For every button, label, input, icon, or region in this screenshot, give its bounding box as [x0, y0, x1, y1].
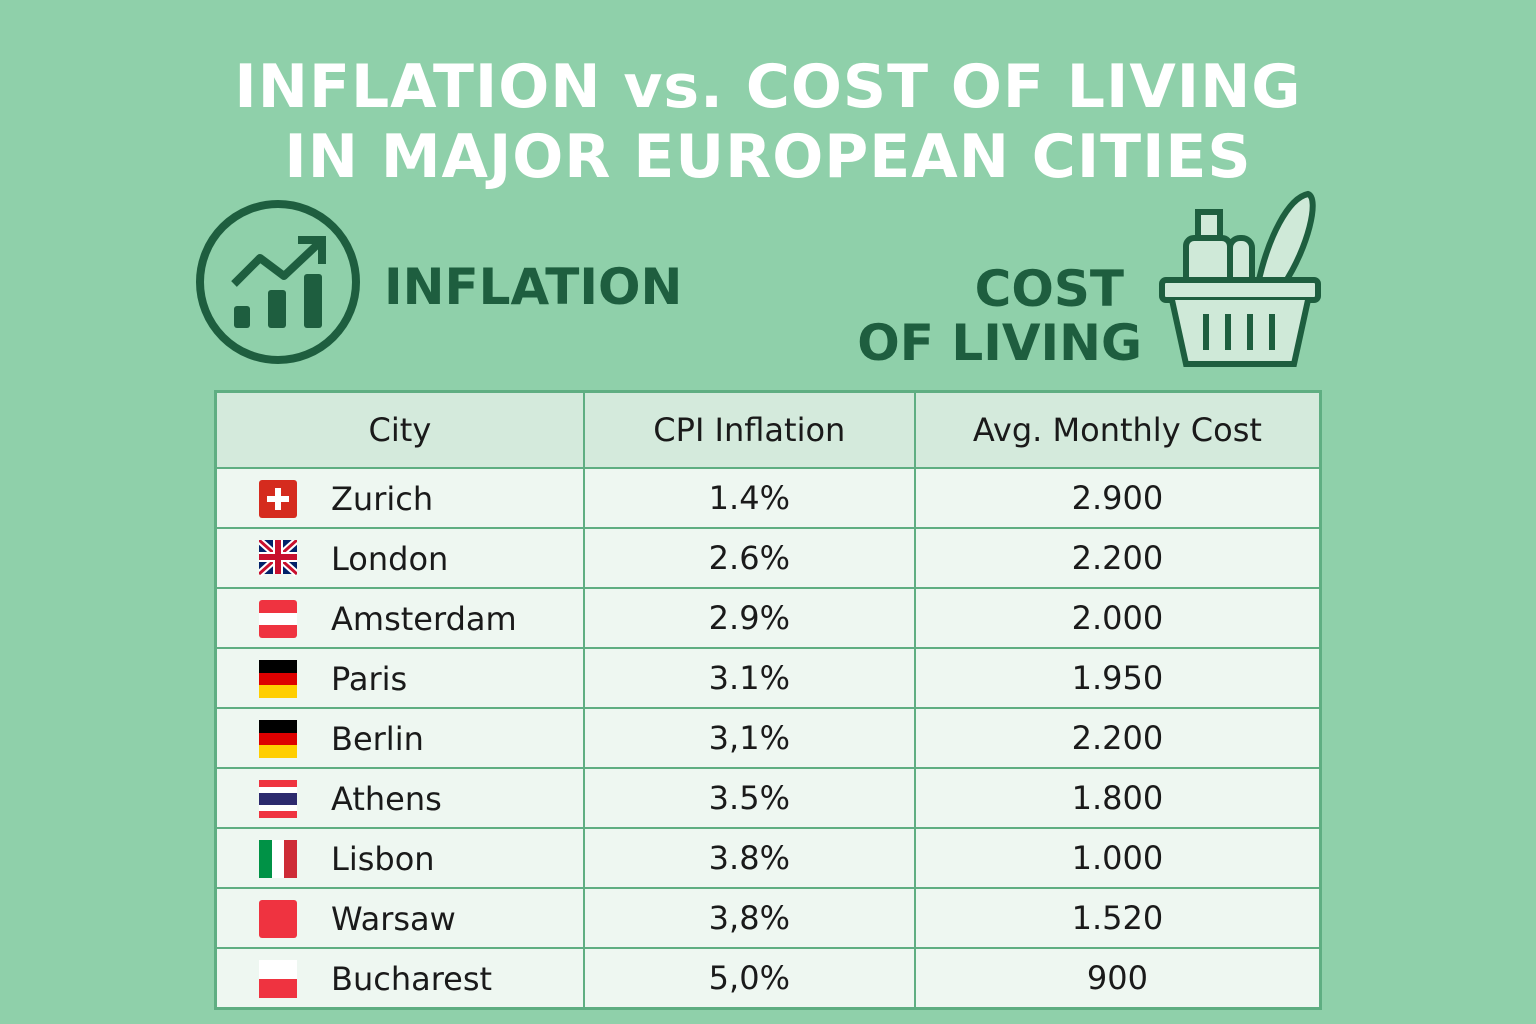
- city-cell: Athens: [214, 767, 585, 829]
- city-name: Paris: [331, 660, 408, 698]
- column-header: City: [214, 390, 585, 469]
- flag-icon: [259, 780, 297, 818]
- value-cell: 1.000: [913, 827, 1322, 889]
- title-line: INFLATION vs. COST OF LIVING: [234, 52, 1302, 122]
- value-cell: 2.200: [913, 707, 1322, 769]
- table-row: Warsaw 3,8% 1.520: [214, 887, 1322, 949]
- title-line: IN MAJOR EUROPEAN CITIES: [284, 122, 1252, 192]
- value-cell: 3.1%: [582, 647, 916, 709]
- city-name: Lisbon: [331, 840, 435, 878]
- table-row: Lisbon 3.8% 1.000: [214, 827, 1322, 889]
- cost-label-line: COST: [974, 260, 1124, 318]
- value-cell: 3,8%: [582, 887, 916, 949]
- city-cell: Bucharest: [214, 947, 585, 1010]
- city-name: London: [331, 540, 449, 578]
- table-row: Zurich 1.4% 2.900: [214, 467, 1322, 529]
- basket-icon: [1159, 190, 1321, 367]
- data-table: City CPI Inflation Avg. Monthly Cost Zur…: [214, 390, 1322, 1010]
- header-row: City CPI Inflation Avg. Monthly Cost: [214, 390, 1322, 469]
- flag-icon: [259, 720, 297, 758]
- city-cell: Paris: [214, 647, 585, 709]
- city-cell: Berlin: [214, 707, 585, 769]
- value-cell: 1.4%: [582, 467, 916, 529]
- flag-icon: [259, 960, 297, 998]
- value-cell: 1.800: [913, 767, 1322, 829]
- table-row: Amsterdam 2.9% 2.000: [214, 587, 1322, 649]
- value-cell: 2.000: [913, 587, 1322, 649]
- value-cell: 1.520: [913, 887, 1322, 949]
- city-cell: London: [214, 527, 585, 589]
- value-cell: 2.9%: [582, 587, 916, 649]
- table-row: Bucharest 5,0% 900: [214, 947, 1322, 1010]
- city-cell: Warsaw: [214, 887, 585, 949]
- city-name: Zurich: [331, 480, 434, 518]
- value-cell: 900: [913, 947, 1322, 1010]
- column-header: Avg. Monthly Cost: [913, 390, 1322, 469]
- cost-label-line: OF LIVING: [857, 314, 1142, 372]
- column-header: CPI Inflation: [582, 390, 916, 469]
- inflation-label: INFLATION: [384, 258, 683, 316]
- city-name: Bucharest: [331, 960, 493, 998]
- value-cell: 2.900: [913, 467, 1322, 529]
- flag-icon: [256, 537, 300, 577]
- value-cell: 2.6%: [582, 527, 916, 589]
- flag-icon: [259, 600, 297, 638]
- value-cell: 3.8%: [582, 827, 916, 889]
- inflation-icon: [196, 200, 360, 364]
- city-cell: Amsterdam: [214, 587, 585, 649]
- table-row: Paris 3.1% 1.950: [214, 647, 1322, 709]
- city-name: Warsaw: [331, 900, 456, 938]
- city-cell: Zurich: [214, 467, 585, 529]
- table-row: Athens 3.5% 1.800: [214, 767, 1322, 829]
- city-cell: Lisbon: [214, 827, 585, 889]
- city-name: Athens: [331, 780, 442, 818]
- flag-icon: [259, 480, 297, 518]
- value-cell: 3,1%: [582, 707, 916, 769]
- table-row: London 2.6% 2.200: [214, 527, 1322, 589]
- flag-icon: [259, 660, 297, 698]
- flag-icon: [259, 900, 297, 938]
- value-cell: 3.5%: [582, 767, 916, 829]
- value-cell: 2.200: [913, 527, 1322, 589]
- flag-icon: [259, 840, 297, 878]
- city-name: Amsterdam: [331, 600, 517, 638]
- table-row: Berlin 3,1% 2.200: [214, 707, 1322, 769]
- value-cell: 5,0%: [582, 947, 916, 1010]
- value-cell: 1.950: [913, 647, 1322, 709]
- city-name: Berlin: [331, 720, 424, 758]
